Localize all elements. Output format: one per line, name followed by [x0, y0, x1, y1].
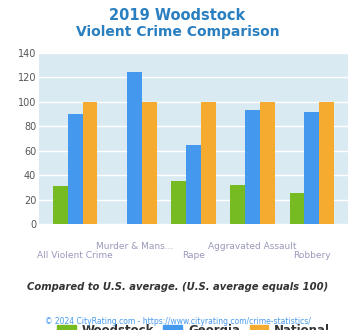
Bar [201, 102, 215, 224]
Text: Violent Crime Comparison: Violent Crime Comparison [76, 25, 279, 39]
Bar [245, 111, 260, 224]
Legend: Woodstock, Georgia, National: Woodstock, Georgia, National [52, 319, 335, 330]
Text: Rape: Rape [182, 251, 205, 260]
Text: Aggravated Assault: Aggravated Assault [208, 242, 297, 250]
Text: Murder & Mans...: Murder & Mans... [96, 242, 173, 250]
Bar [319, 102, 334, 224]
Bar [53, 186, 68, 224]
Bar [142, 102, 157, 224]
Text: Robbery: Robbery [293, 251, 331, 260]
Bar [127, 72, 142, 224]
Bar [171, 182, 186, 224]
Bar [260, 102, 275, 224]
Text: Compared to U.S. average. (U.S. average equals 100): Compared to U.S. average. (U.S. average … [27, 282, 328, 292]
Bar [290, 192, 304, 224]
Text: © 2024 CityRating.com - https://www.cityrating.com/crime-statistics/: © 2024 CityRating.com - https://www.city… [45, 317, 310, 326]
Bar [230, 185, 245, 224]
Bar [304, 112, 319, 224]
Text: All Violent Crime: All Violent Crime [37, 251, 113, 260]
Text: 2019 Woodstock: 2019 Woodstock [109, 8, 246, 23]
Bar [68, 114, 83, 224]
Bar [186, 145, 201, 224]
Bar [83, 102, 97, 224]
